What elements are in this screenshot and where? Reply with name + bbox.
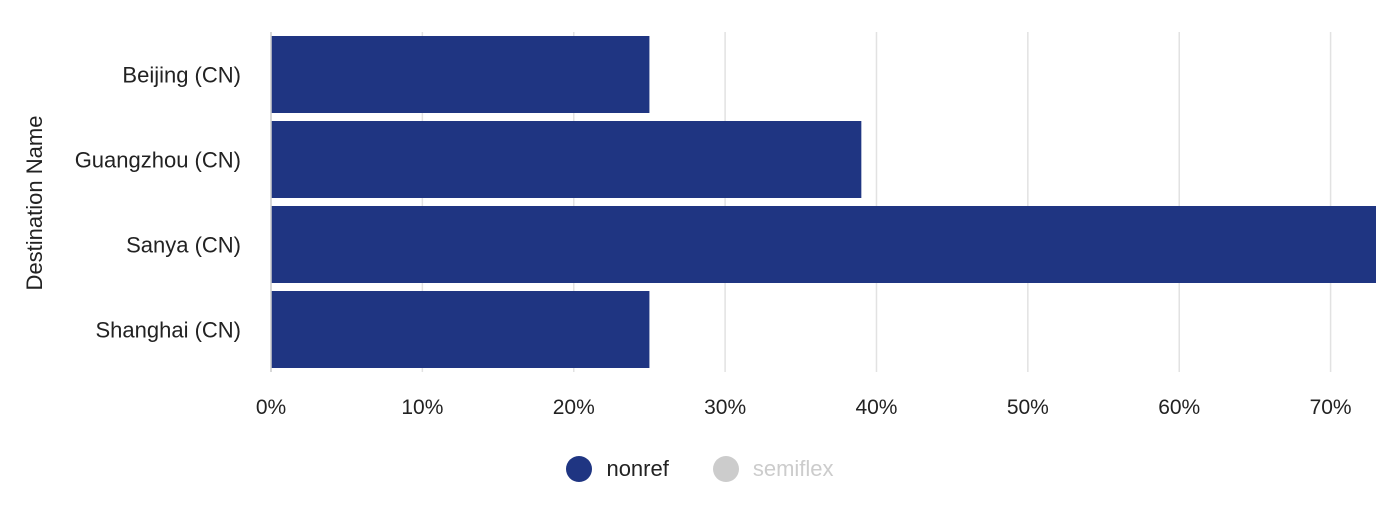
legend-swatch-icon — [566, 456, 593, 482]
x-tick-label: 40% — [855, 396, 897, 419]
x-tick-label: 50% — [1007, 396, 1049, 419]
legend: nonref semiflex — [0, 452, 1400, 486]
x-tick-label: 60% — [1158, 396, 1200, 419]
x-tick-label: 30% — [704, 396, 746, 419]
legend-item-nonref[interactable]: nonref — [566, 456, 669, 482]
x-tick-label: 10% — [401, 396, 443, 419]
x-tick-label: 70% — [1310, 396, 1352, 419]
legend-label: nonref — [606, 456, 669, 481]
y-tick-label: Guangzhou (CN) — [75, 148, 241, 173]
bar-shanghai-cn[interactable] — [271, 291, 650, 368]
bars — [271, 36, 1376, 368]
bar-beijing-cn[interactable] — [271, 36, 650, 113]
x-tick-label: 0% — [256, 396, 286, 419]
legend-label: semiflex — [752, 456, 834, 481]
y-tick-label: Sanya (CN) — [126, 233, 241, 258]
bar-guangzhou-cn[interactable] — [271, 121, 862, 198]
y-axis-title: Destination Name — [22, 116, 47, 291]
legend-swatch-icon — [712, 456, 739, 482]
legend-item-semiflex[interactable]: semiflex — [712, 456, 834, 482]
y-tick-label: Shanghai (CN) — [95, 318, 241, 343]
y-tick-label: Beijing (CN) — [122, 63, 241, 88]
axes: 0% 10% 20% 30% 40% 50% 60% 70% Beijing (CN) Guang… — [75, 32, 1352, 419]
bar-sanya-cn[interactable] — [271, 206, 1376, 283]
x-tick-label: 20% — [553, 396, 595, 419]
